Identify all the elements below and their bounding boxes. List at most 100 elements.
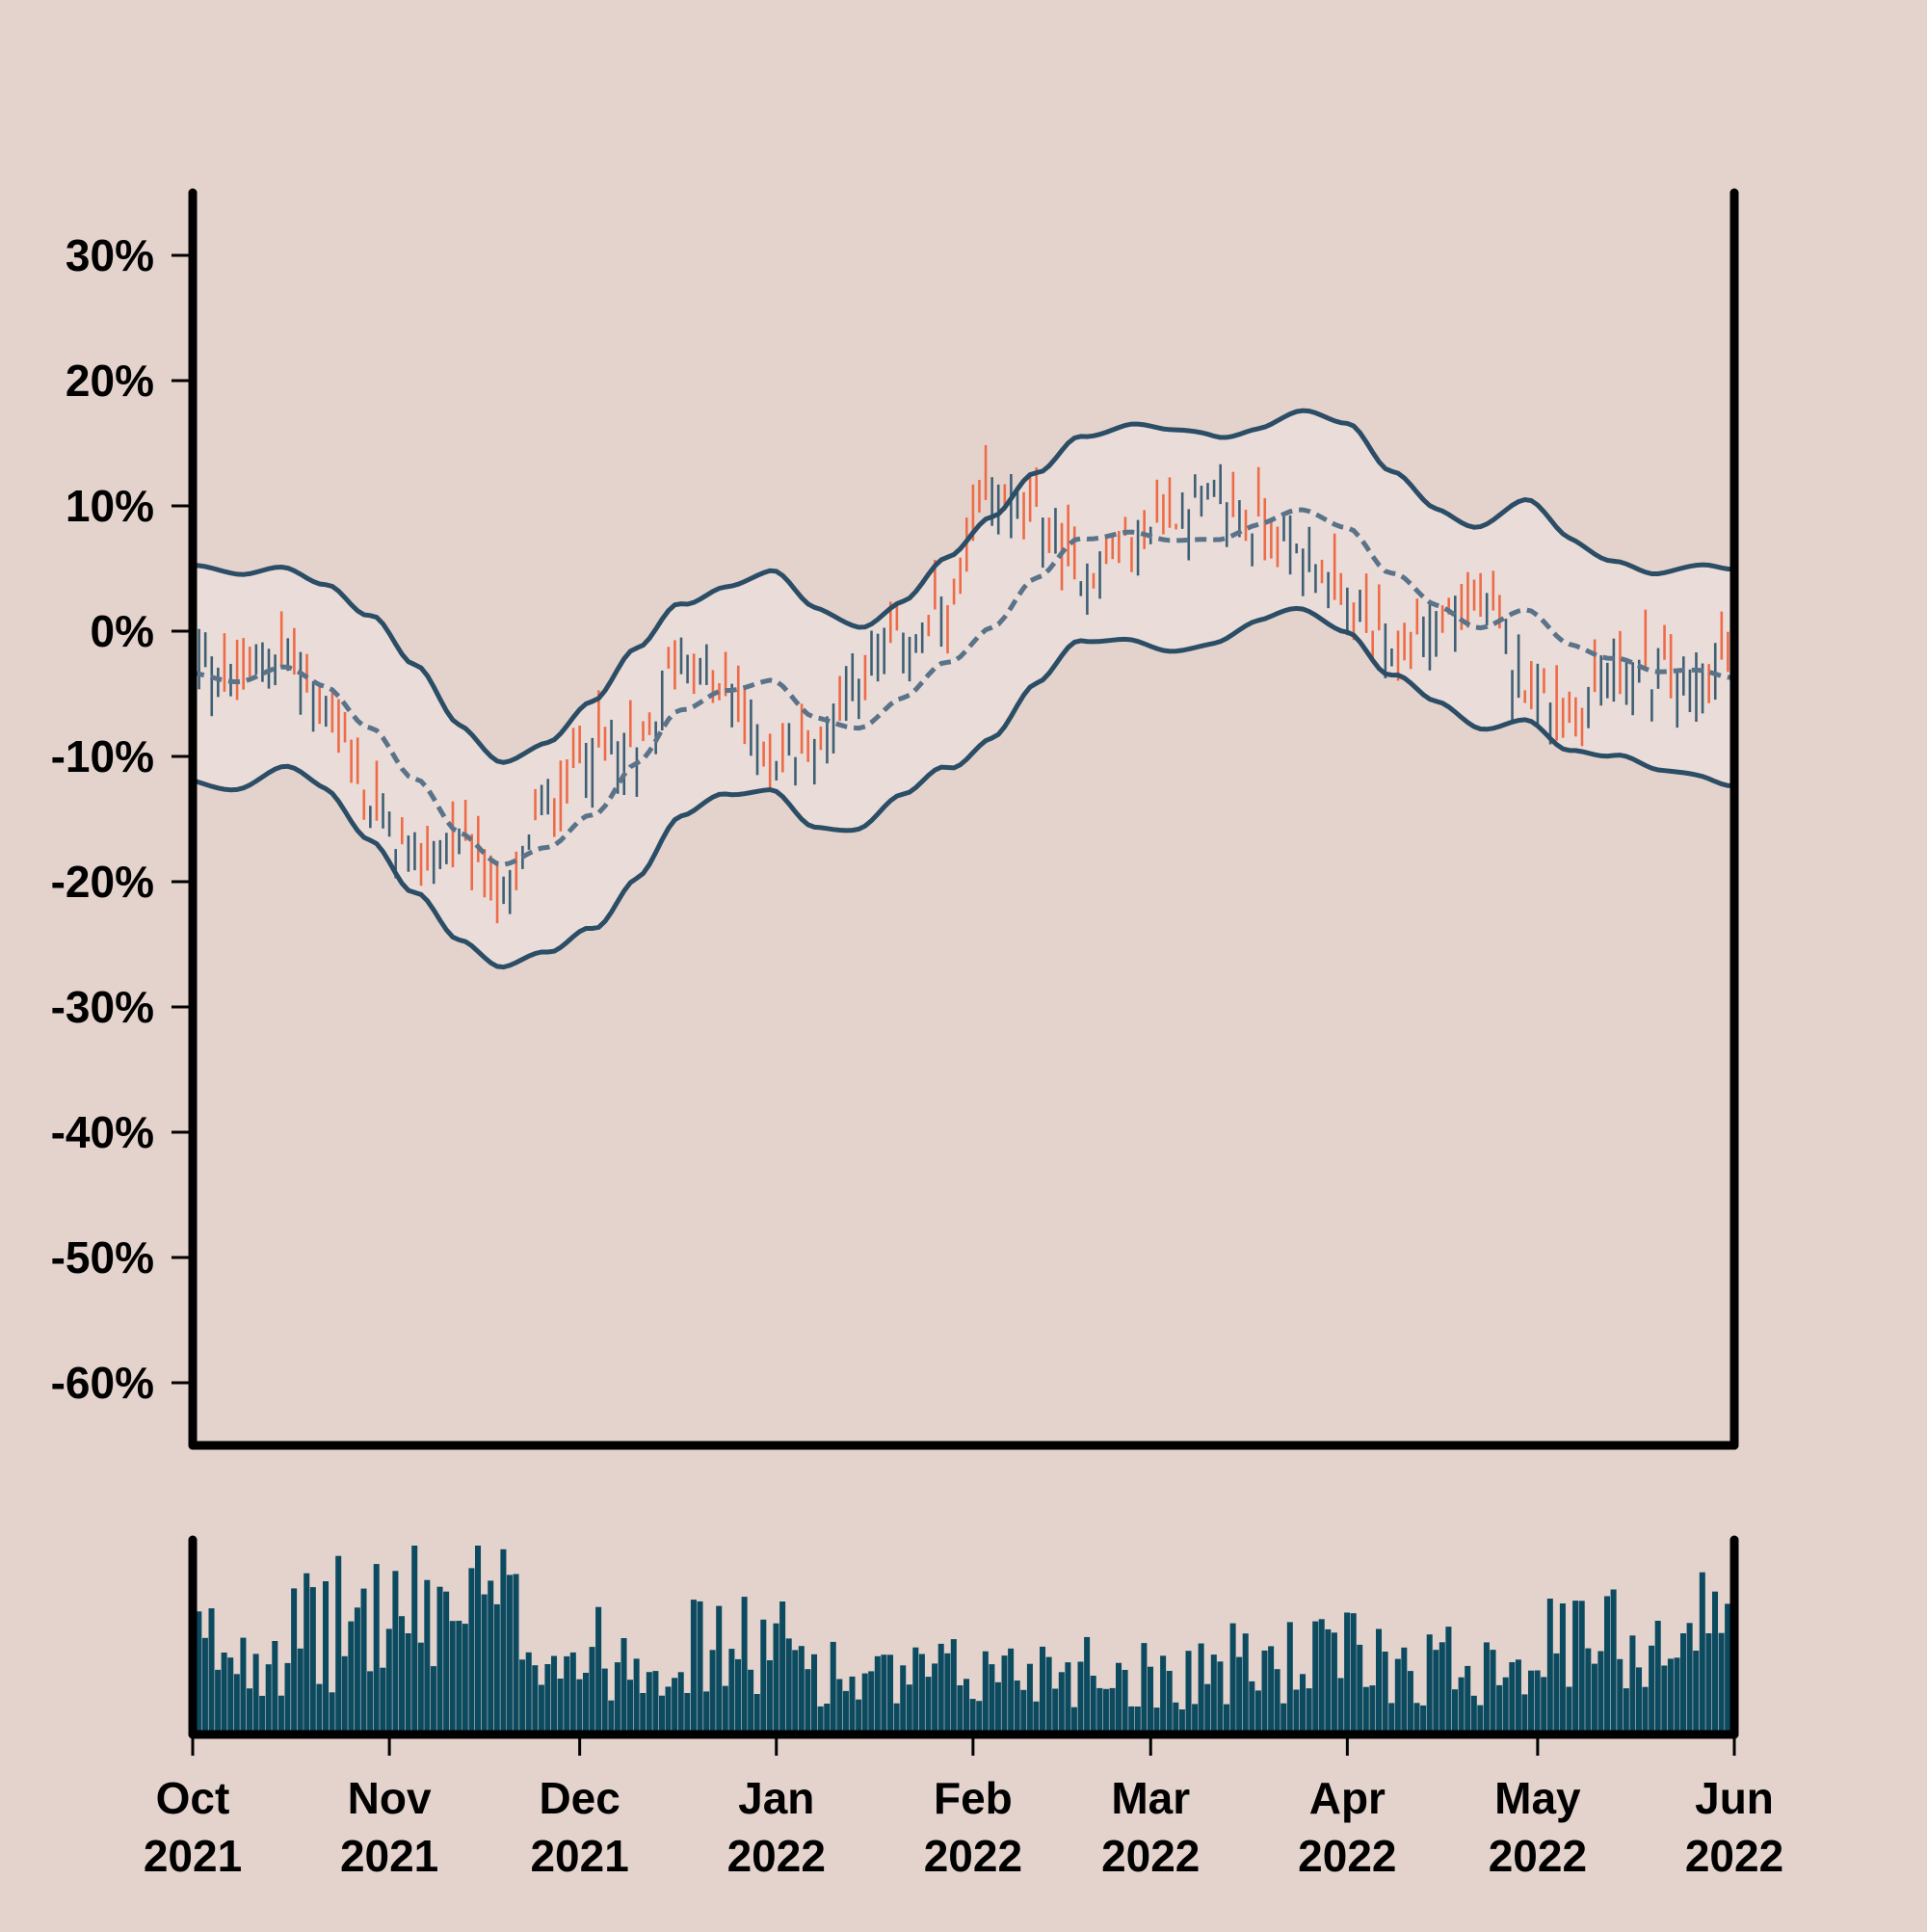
volume-bar <box>652 1671 659 1734</box>
x-tick-label-year: 2022 <box>1298 1831 1396 1881</box>
volume-bar <box>208 1608 215 1734</box>
volume-bar <box>1280 1703 1287 1734</box>
bollinger-upper-line <box>192 408 1735 765</box>
x-tick-label-year: 2022 <box>1489 1831 1587 1881</box>
volume-bar <box>1452 1689 1459 1734</box>
volume-bar <box>284 1662 291 1734</box>
volume-bar <box>1337 1678 1344 1734</box>
volume-bar <box>1680 1633 1687 1734</box>
y-tick-label: -10% <box>51 731 154 781</box>
volume-bar <box>385 1628 392 1734</box>
volume-bar <box>1249 1681 1255 1734</box>
volume-bar <box>1394 1658 1401 1734</box>
volume-bar <box>265 1664 272 1734</box>
volume-bar <box>277 1695 284 1734</box>
volume-bar <box>1629 1635 1636 1734</box>
y-tick-label: -50% <box>51 1232 154 1283</box>
y-axis: 30% 20% 10% 0% -10% -20% -30% -40% -50% -60% <box>51 230 193 1408</box>
volume-bar <box>969 1699 976 1734</box>
x-axis: Oct 2021 Nov 2021 Dec 2021 Jan 2022 Feb 2022 Mar 20… <box>144 1734 1783 1881</box>
volume-bar <box>1490 1650 1496 1734</box>
volume-bar <box>259 1695 266 1734</box>
volume-bar <box>716 1605 723 1734</box>
volume-bar <box>1134 1707 1141 1734</box>
volume-bar <box>500 1548 507 1734</box>
y-tick-label: 20% <box>66 356 154 406</box>
volume-bar <box>1254 1690 1261 1734</box>
volume-bar <box>1369 1685 1376 1734</box>
volume-bar <box>1344 1612 1351 1734</box>
volume-bar <box>1045 1656 1052 1734</box>
volume-bar <box>1376 1628 1383 1734</box>
bollinger-band-fill <box>193 410 1734 967</box>
volume-bar <box>868 1671 875 1734</box>
volume-bar <box>1153 1707 1160 1734</box>
volume-bar <box>1065 1662 1071 1734</box>
volume-bars <box>189 1546 1737 1734</box>
x-tick-label-year: 2022 <box>1101 1831 1200 1881</box>
volume-bar <box>1509 1662 1516 1734</box>
volume-bar <box>233 1674 240 1734</box>
volume-bar <box>677 1672 684 1734</box>
volume-bar <box>247 1688 253 1734</box>
volume-bar <box>1141 1643 1148 1734</box>
volume-bar <box>443 1591 450 1734</box>
volume-bar <box>1300 1674 1307 1734</box>
volume-bar <box>488 1580 494 1734</box>
price-panel: 30% 20% 10% 0% -10% -20% -30% -40% -50% -60% <box>51 188 1739 1450</box>
volume-bar <box>861 1673 868 1734</box>
volume-bar <box>1331 1632 1337 1734</box>
y-tick-label: -60% <box>51 1358 154 1408</box>
volume-bar <box>544 1664 551 1734</box>
volume-bar <box>779 1601 786 1734</box>
x-tick-label-year: 2022 <box>727 1831 826 1881</box>
volume-bar <box>1686 1623 1693 1734</box>
volume-bar <box>1350 1613 1357 1734</box>
volume-bar <box>405 1633 411 1734</box>
volume-bar <box>399 1616 406 1734</box>
volume-bar <box>937 1643 944 1734</box>
volume-bar <box>380 1667 386 1734</box>
volume-bar <box>728 1649 735 1734</box>
volume-bar <box>1597 1651 1604 1734</box>
volume-bar <box>1166 1671 1173 1734</box>
volume-bar <box>665 1686 672 1734</box>
volume-bar <box>348 1621 355 1734</box>
volume-bar <box>1496 1684 1503 1734</box>
volume-bar <box>430 1666 436 1734</box>
volume-bar <box>1217 1661 1224 1734</box>
x-tick-label-month: Dec <box>539 1773 620 1823</box>
volume-bar <box>874 1655 881 1734</box>
volume-bar <box>1642 1686 1649 1734</box>
volume-bar <box>1623 1688 1629 1734</box>
volume-bar <box>1318 1619 1325 1734</box>
volume-bar <box>976 1701 983 1734</box>
volume-bar <box>341 1655 348 1734</box>
volume-bar <box>557 1679 564 1734</box>
volume-bar <box>1160 1655 1167 1734</box>
y-tick-label: 30% <box>66 230 154 280</box>
volume-bar <box>1052 1688 1059 1734</box>
volume-bar <box>304 1573 310 1734</box>
volume-bar <box>1242 1633 1249 1734</box>
volume-bar <box>1173 1702 1179 1734</box>
volume-bar <box>1661 1665 1668 1734</box>
volume-bar <box>690 1600 697 1734</box>
volume-bar <box>1286 1622 1293 1734</box>
volume-bar <box>1357 1644 1363 1734</box>
volume-bar <box>475 1546 482 1734</box>
volume-bar <box>918 1654 925 1734</box>
volume-bar <box>1604 1596 1611 1734</box>
volume-bar <box>417 1642 424 1734</box>
volume-bar <box>994 1681 1001 1734</box>
volume-bar <box>887 1654 894 1734</box>
y-tick-label: -30% <box>51 982 154 1032</box>
volume-bar <box>1261 1650 1268 1734</box>
volume-bar <box>1566 1686 1572 1734</box>
volume-bar <box>595 1606 602 1734</box>
volume-bar <box>1515 1659 1521 1734</box>
volume-bar <box>849 1676 856 1734</box>
volume-bar <box>272 1641 278 1734</box>
volume-bar <box>1465 1665 1471 1734</box>
